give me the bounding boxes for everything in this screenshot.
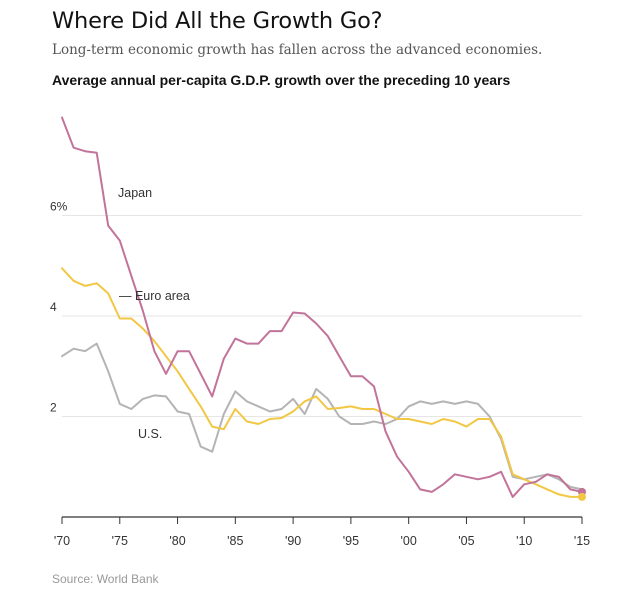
annotation-labels: Japan — Euro area U.S. — [118, 186, 190, 441]
x-tick-label: '70 — [54, 534, 70, 548]
x-tick-label: '10 — [516, 534, 532, 548]
series-line-euro-area — [61, 267, 583, 498]
x-tick-label: '85 — [227, 534, 243, 548]
x-tick-label: '75 — [112, 534, 128, 548]
y-tick-label: 4 — [50, 300, 57, 314]
series-label-japan: Japan — [118, 186, 152, 200]
x-tick-label: '80 — [169, 534, 185, 548]
x-axis: '70 '75 '80 '85 '90 '95 '00 '05 '10 '15 — [54, 516, 590, 548]
page-subtitle: Long-term economic growth has fallen acr… — [52, 42, 543, 58]
x-tick-label: '00 — [401, 534, 417, 548]
y-tick-label: 6% — [50, 200, 68, 214]
page-title: Where Did All the Growth Go? — [52, 8, 383, 34]
series-label-u-s-: U.S. — [138, 427, 162, 441]
series-line-japan — [61, 116, 583, 498]
source-note: Source: World Bank — [52, 572, 159, 586]
end-dot-euro-area — [578, 492, 586, 501]
x-tick-label: '90 — [285, 534, 301, 548]
chart-title: Average annual per-capita G.D.P. growth … — [52, 72, 511, 88]
y-tick-label: 2 — [50, 401, 57, 415]
x-tick-label: '95 — [343, 534, 359, 548]
series-lines — [61, 116, 586, 501]
x-tick-label: '15 — [574, 534, 590, 548]
gridlines: 6% 4 2 — [50, 200, 582, 417]
series-label-euro-area: — Euro area — [119, 289, 190, 303]
x-tick-label: '05 — [458, 534, 474, 548]
